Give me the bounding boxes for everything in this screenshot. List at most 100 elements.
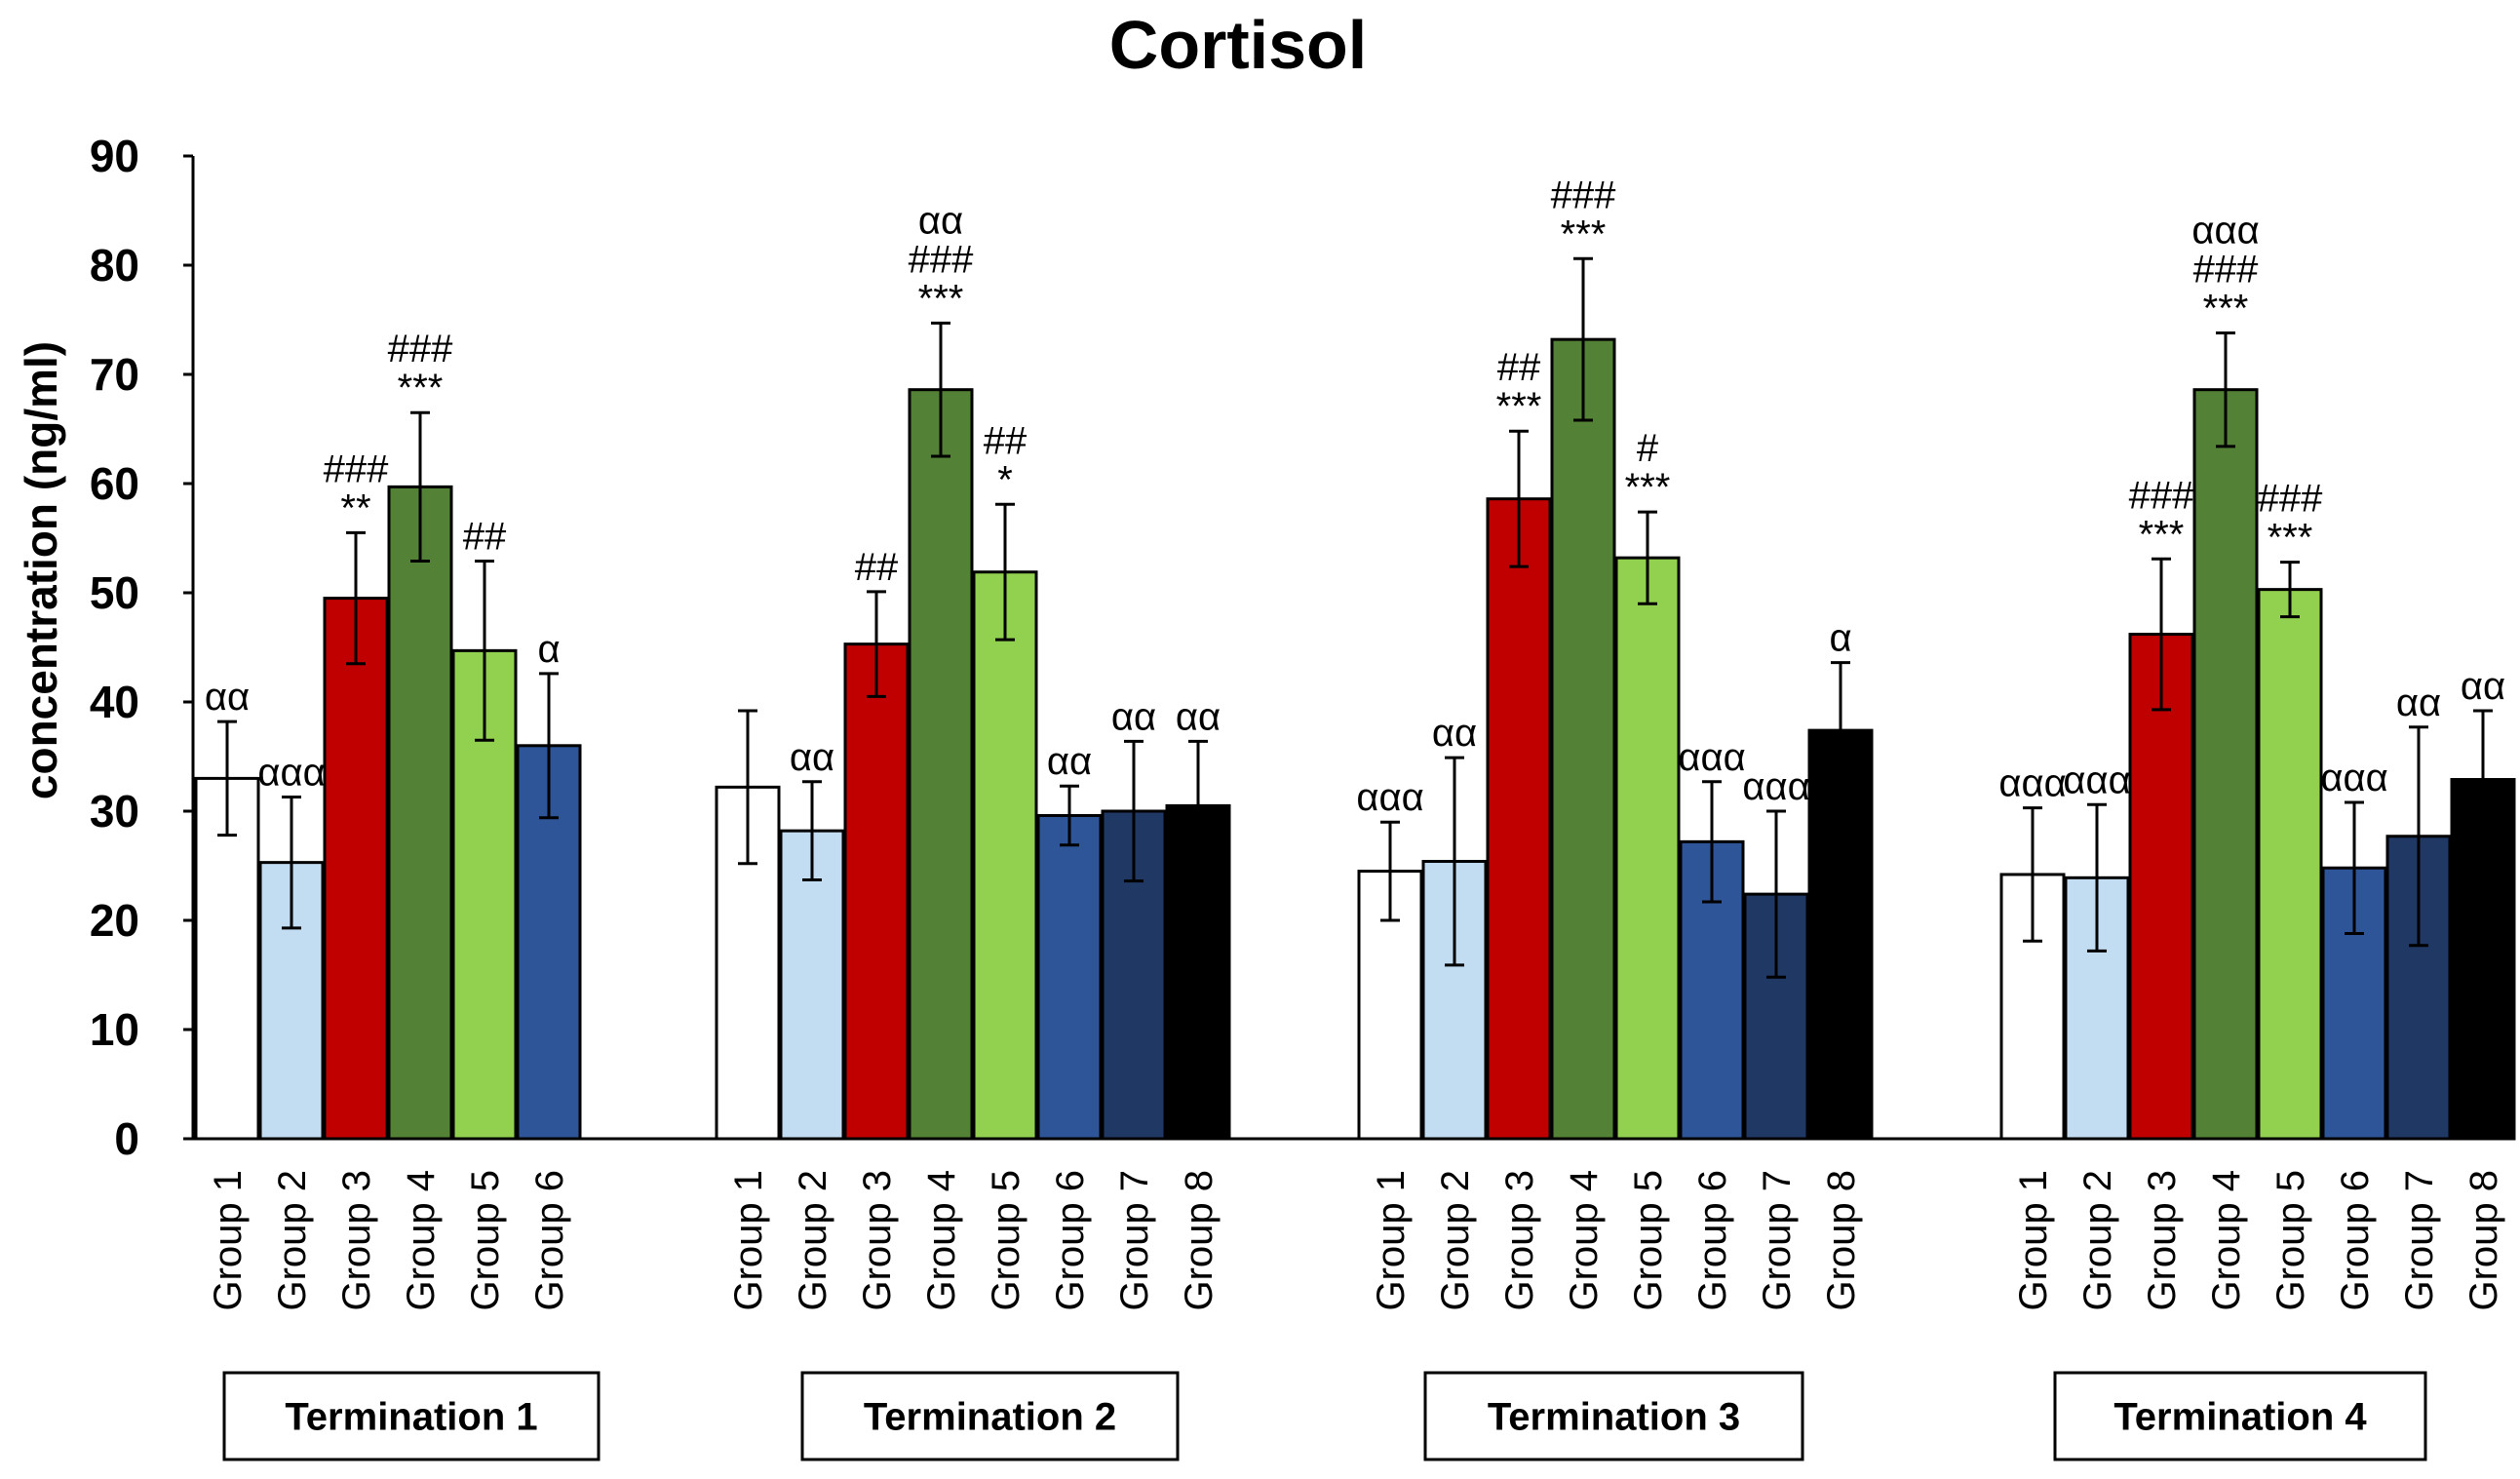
bar: [1036, 813, 1103, 1141]
x-tick-label: Group 3: [335, 1170, 378, 1311]
y-tick-label: 20: [90, 895, 139, 946]
y-tick-label: 90: [90, 131, 139, 181]
x-tick-label: Group 4: [920, 1170, 963, 1311]
x-tick-label: Group 1: [1370, 1170, 1413, 1311]
bar: [1486, 497, 1552, 1141]
significance-annotation: *: [997, 458, 1013, 501]
x-tick-label: Group 7: [1113, 1170, 1156, 1311]
significance-annotation: ααα: [257, 751, 325, 794]
significance-annotation: α: [1829, 617, 1851, 660]
significance-annotation: ααα: [1998, 762, 2066, 805]
significance-annotation: αα: [1432, 712, 1477, 755]
termination-label: Termination 1: [285, 1396, 537, 1439]
x-tick-label: Group 8: [2462, 1170, 2505, 1311]
significance-annotation: #: [1637, 427, 1659, 470]
significance-annotation: ###: [909, 238, 974, 281]
termination-box: [2053, 1371, 2427, 1461]
significance-annotation: ##: [855, 546, 899, 589]
termination-box: [222, 1371, 601, 1461]
significance-annotation: α: [537, 628, 560, 671]
significance-annotation: ***: [2203, 287, 2249, 330]
significance-annotation: ***: [918, 277, 964, 320]
bar: [2192, 388, 2259, 1141]
x-tick-label: Group 2: [271, 1170, 314, 1311]
x-tick-label: Group 2: [2076, 1170, 2119, 1311]
significance-annotation: αα: [1111, 695, 1156, 738]
bar: [387, 485, 453, 1141]
y-tick-label: 50: [90, 567, 139, 618]
significance-annotation: ###: [388, 328, 453, 370]
y-tick-label: 0: [114, 1113, 139, 1164]
x-tick-label: Group 3: [2141, 1170, 2184, 1311]
bar: [843, 642, 910, 1141]
significance-annotation: ##: [463, 516, 507, 559]
y-tick-label: 30: [90, 786, 139, 837]
termination-box: [800, 1371, 1180, 1461]
significance-annotation: ααα: [2063, 759, 2130, 801]
x-tick-label: Group 6: [1049, 1170, 1092, 1311]
significance-annotation: αα: [205, 676, 250, 719]
significance-annotation: αα: [1047, 740, 1092, 783]
significance-annotation: ##: [1497, 346, 1541, 389]
termination-label: Termination 4: [2113, 1396, 2367, 1439]
significance-annotation: ***: [1496, 385, 1542, 428]
x-tick-label: Group 6: [528, 1170, 571, 1311]
significance-annotation: ***: [1561, 213, 1607, 255]
y-tick-label: 80: [90, 240, 139, 291]
x-tick-label: Group 5: [464, 1170, 507, 1311]
significance-annotation: ###: [1551, 174, 1616, 216]
significance-annotation: ααα: [1742, 765, 1809, 808]
significance-annotation: αα: [2461, 665, 2505, 708]
bar: [1550, 337, 1616, 1141]
significance-annotation: αα: [790, 736, 834, 779]
y-tick-label: 40: [90, 677, 139, 727]
x-tick-label: Group 4: [400, 1170, 443, 1311]
bar: [908, 388, 974, 1141]
significance-annotation: ###: [324, 448, 389, 490]
bar: [194, 776, 260, 1141]
x-tick-label: Group 2: [1434, 1170, 1477, 1311]
bar: [779, 829, 845, 1141]
termination-label: Termination 2: [864, 1396, 1116, 1439]
x-tick-label: Group 5: [985, 1170, 1027, 1311]
termination-label: Termination 3: [1488, 1396, 1740, 1439]
x-tick-label: Group 7: [2398, 1170, 2441, 1311]
significance-annotation: αα: [2396, 681, 2441, 724]
y-tick-label: 60: [90, 458, 139, 509]
y-tick-label: 10: [90, 1004, 139, 1055]
significance-annotation: ###: [2129, 474, 2194, 517]
significance-annotation: ***: [1625, 466, 1671, 509]
x-tick-label: Group 6: [1691, 1170, 1734, 1311]
x-tick-label: Group 6: [2334, 1170, 2377, 1311]
x-tick-label: Group 4: [2205, 1170, 2248, 1311]
significance-annotation: ααα: [2320, 757, 2387, 799]
x-tick-label: Group 1: [727, 1170, 770, 1311]
significance-annotation: ##: [984, 419, 1027, 462]
bar: [2128, 633, 2194, 1141]
termination-box: [1423, 1371, 1804, 1461]
significance-annotation: ###: [2258, 478, 2323, 521]
bar: [1614, 556, 1681, 1141]
significance-annotation: ααα: [1356, 776, 1423, 819]
significance-annotation: ααα: [2191, 209, 2259, 252]
chart-title: Cortisol: [1109, 7, 1367, 83]
x-tick-label: Group 5: [2269, 1170, 2312, 1311]
significance-annotation: **: [340, 487, 370, 529]
significance-annotation: ααα: [1678, 736, 1745, 779]
bar: [972, 570, 1038, 1141]
x-tick-label: Group 7: [1756, 1170, 1799, 1311]
x-tick-label: Group 1: [207, 1170, 250, 1311]
bar: [323, 597, 389, 1141]
x-tick-label: Group 4: [1563, 1170, 1606, 1311]
bar: [2257, 588, 2323, 1141]
significance-annotation: αα: [1176, 695, 1221, 738]
significance-annotation: ***: [2139, 513, 2185, 556]
significance-annotation: ***: [398, 367, 444, 409]
x-tick-label: Group 2: [792, 1170, 834, 1311]
x-tick-label: Group 3: [856, 1170, 899, 1311]
significance-annotation: ###: [2193, 248, 2259, 291]
x-tick-label: Group 8: [1820, 1170, 1863, 1311]
y-tick-label: 70: [90, 349, 139, 400]
